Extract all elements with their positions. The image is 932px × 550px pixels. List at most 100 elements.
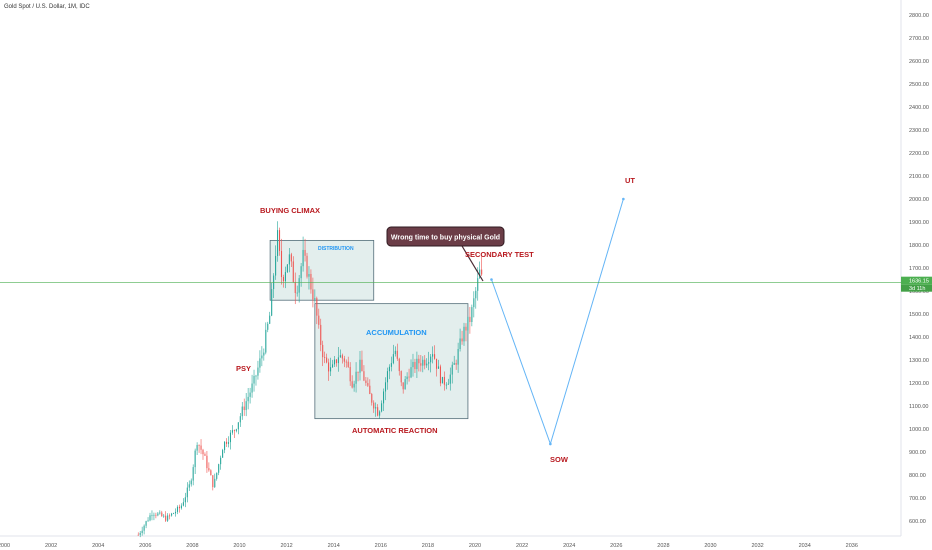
price-axis[interactable]: 2800.00 2700.00 2600.00 2500.00 2400.00 2300.… bbox=[900, 0, 929, 536]
candle bbox=[278, 227, 281, 256]
candle bbox=[241, 401, 243, 420]
projection-point bbox=[490, 278, 493, 281]
y-tick-label: 1900.00 bbox=[909, 220, 929, 226]
candle bbox=[333, 355, 336, 367]
candle bbox=[253, 369, 255, 392]
y-tick-label: 1700.00 bbox=[909, 266, 929, 272]
y-tick-label: 2700.00 bbox=[909, 36, 929, 42]
candle bbox=[369, 379, 371, 395]
candle bbox=[467, 316, 469, 335]
candle bbox=[335, 359, 337, 367]
candle bbox=[314, 289, 316, 303]
candle bbox=[275, 245, 277, 280]
x-tick-label: 2020 bbox=[469, 543, 481, 549]
candle bbox=[208, 462, 210, 472]
candle bbox=[392, 344, 394, 365]
annotation-automatic-reaction: AUTOMATIC REACTION bbox=[352, 426, 438, 435]
candle bbox=[157, 512, 159, 517]
annotation-buying-climax: BUYING CLIMAX bbox=[260, 206, 320, 215]
candle bbox=[404, 375, 406, 390]
y-tick-label: 600.00 bbox=[909, 519, 926, 525]
candle bbox=[361, 350, 363, 372]
x-tick-label: 2002 bbox=[45, 543, 57, 549]
x-tick-label: 2014 bbox=[328, 543, 340, 549]
y-tick-label: 1400.00 bbox=[909, 335, 929, 341]
candle bbox=[359, 351, 361, 381]
candle bbox=[147, 517, 149, 522]
candle bbox=[145, 520, 147, 529]
candle bbox=[347, 356, 349, 368]
candle bbox=[261, 346, 263, 367]
candle bbox=[282, 274, 284, 288]
candle bbox=[245, 393, 247, 417]
countdown-label: 3d 11h bbox=[909, 286, 925, 292]
x-tick-label: 2008 bbox=[186, 543, 198, 549]
callout-box bbox=[386, 226, 505, 247]
candle bbox=[430, 354, 432, 373]
candle bbox=[328, 358, 330, 381]
candle bbox=[388, 364, 390, 380]
y-tick-label: 1600.00 bbox=[909, 289, 929, 295]
candle bbox=[196, 442, 198, 456]
candle bbox=[222, 448, 224, 458]
candle bbox=[412, 353, 414, 377]
candle bbox=[447, 378, 449, 385]
countdown-tag bbox=[901, 284, 932, 292]
candle bbox=[331, 359, 334, 369]
candle bbox=[186, 482, 188, 503]
x-tick-label: 2006 bbox=[139, 543, 151, 549]
candle bbox=[277, 221, 279, 262]
candle bbox=[286, 264, 288, 273]
x-tick-label: 2028 bbox=[657, 543, 669, 549]
candle bbox=[292, 256, 294, 283]
candle bbox=[355, 362, 357, 393]
candle bbox=[218, 463, 220, 476]
callout-layer: Wrong time to buy physical Gold bbox=[386, 226, 505, 282]
candle bbox=[155, 512, 157, 519]
candle bbox=[343, 355, 345, 368]
candle bbox=[159, 510, 161, 515]
candle bbox=[226, 438, 228, 448]
candle bbox=[437, 359, 440, 369]
candle bbox=[290, 252, 292, 267]
candle bbox=[249, 387, 251, 404]
candle bbox=[284, 266, 286, 289]
y-tick-label: 2200.00 bbox=[909, 151, 929, 157]
candle bbox=[178, 504, 180, 513]
candle bbox=[298, 275, 300, 303]
candle bbox=[396, 343, 398, 361]
candle bbox=[351, 375, 353, 389]
candle bbox=[408, 368, 410, 382]
candle bbox=[163, 513, 165, 518]
x-tick-label: 2034 bbox=[799, 543, 811, 549]
candle bbox=[322, 340, 324, 367]
candle bbox=[165, 511, 167, 522]
y-tick-label: 700.00 bbox=[909, 496, 926, 502]
candle bbox=[269, 311, 271, 325]
y-tick-label: 1500.00 bbox=[909, 312, 929, 318]
candle bbox=[151, 510, 153, 521]
candle bbox=[469, 307, 471, 334]
candle bbox=[143, 524, 145, 535]
projection-point bbox=[622, 197, 625, 201]
y-tick-label: 2400.00 bbox=[909, 105, 929, 111]
x-tick-label: 2032 bbox=[751, 543, 763, 549]
time-axis[interactable]: 2000 2002 2004 2006 2008 2010 2012 2014 2016 2018… bbox=[0, 535, 901, 549]
candle bbox=[439, 364, 441, 387]
candle bbox=[263, 348, 265, 361]
y-tick-label: 1100.00 bbox=[909, 404, 928, 410]
candle bbox=[141, 526, 143, 536]
candle bbox=[453, 355, 455, 365]
candle bbox=[182, 498, 184, 507]
candle bbox=[288, 247, 290, 273]
candle bbox=[365, 376, 367, 386]
candle bbox=[137, 532, 139, 536]
candle bbox=[198, 444, 200, 453]
candle bbox=[455, 359, 457, 370]
candle bbox=[339, 349, 341, 358]
candle bbox=[471, 304, 473, 327]
candle bbox=[176, 505, 179, 515]
